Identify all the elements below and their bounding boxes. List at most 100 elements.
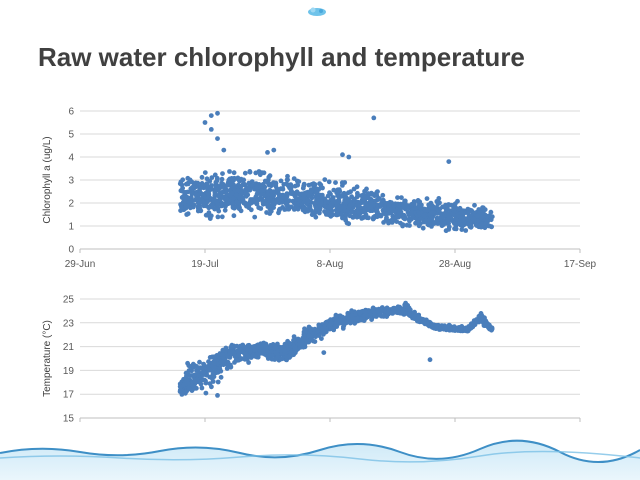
data-point <box>355 199 360 205</box>
data-point <box>396 209 402 214</box>
data-point <box>304 338 310 343</box>
data-point <box>484 321 489 326</box>
data-point <box>218 374 224 380</box>
data-point <box>234 192 239 198</box>
data-point <box>199 174 205 180</box>
data-point <box>201 193 207 199</box>
data-point <box>286 198 292 204</box>
data-point <box>446 159 452 165</box>
data-point <box>412 315 418 321</box>
data-point <box>295 206 301 212</box>
data-point <box>403 201 408 207</box>
data-point <box>229 344 235 350</box>
data-point <box>333 180 338 186</box>
scatter-points <box>177 300 495 398</box>
data-point <box>230 205 236 211</box>
data-point <box>371 115 377 121</box>
x-tick-label: 28-Aug <box>439 259 471 270</box>
data-point <box>266 174 272 180</box>
data-point <box>252 214 258 220</box>
data-point <box>243 190 249 196</box>
data-point <box>183 205 189 211</box>
data-point <box>257 172 263 178</box>
data-point <box>489 224 494 230</box>
data-point <box>291 176 297 182</box>
data-point <box>183 370 189 376</box>
data-point <box>458 325 464 331</box>
data-point <box>185 381 191 386</box>
data-point <box>185 360 191 366</box>
data-point <box>376 196 382 202</box>
data-point <box>348 320 353 326</box>
data-point <box>219 201 225 206</box>
data-point <box>340 326 346 331</box>
data-point <box>278 178 284 184</box>
data-point <box>368 200 374 206</box>
data-point <box>322 177 328 183</box>
data-point <box>233 357 239 363</box>
data-point <box>186 386 192 391</box>
data-point <box>192 386 198 391</box>
data-point <box>337 206 343 212</box>
data-point <box>291 334 297 339</box>
data-point <box>231 170 237 176</box>
data-point <box>189 368 195 374</box>
data-point <box>455 198 460 204</box>
data-point <box>368 205 374 211</box>
data-point <box>192 379 198 384</box>
x-tick-label: 17-Sep <box>564 259 597 270</box>
data-point <box>436 196 442 201</box>
data-point <box>300 206 306 212</box>
data-point <box>419 202 424 208</box>
data-point <box>230 201 235 207</box>
data-point <box>223 197 229 203</box>
data-point <box>192 372 198 378</box>
y-tick-label: 5 <box>68 130 74 141</box>
y-tick-label: 19 <box>63 366 75 377</box>
data-point <box>349 209 355 215</box>
data-point <box>267 353 273 358</box>
data-point <box>234 199 240 205</box>
data-point <box>366 215 371 221</box>
data-point <box>222 207 228 213</box>
data-point <box>443 210 449 215</box>
data-point <box>374 193 380 198</box>
data-point <box>189 185 195 190</box>
data-point <box>351 186 357 192</box>
y-tick-label: 0 <box>68 245 74 256</box>
data-point <box>309 208 314 214</box>
data-point <box>211 360 217 366</box>
data-point <box>259 188 264 194</box>
data-point <box>488 209 494 215</box>
data-point <box>295 182 300 188</box>
data-point <box>250 197 256 203</box>
data-point <box>185 175 191 181</box>
data-point <box>479 313 485 318</box>
data-point <box>288 350 294 355</box>
data-point <box>285 173 290 179</box>
data-point <box>240 177 246 183</box>
data-point <box>288 184 294 190</box>
data-point <box>450 327 456 333</box>
data-point <box>438 211 443 216</box>
data-point <box>203 390 209 396</box>
data-point <box>265 150 270 155</box>
data-point <box>215 379 221 385</box>
y-tick-label: 17 <box>63 390 75 401</box>
data-point <box>316 196 321 202</box>
data-point <box>347 213 353 219</box>
data-point <box>334 190 340 196</box>
data-point <box>223 203 228 209</box>
data-point <box>240 181 246 187</box>
data-point <box>204 181 210 187</box>
data-point <box>248 207 254 213</box>
data-point <box>358 210 364 215</box>
data-point <box>283 201 289 206</box>
data-point <box>201 200 207 206</box>
data-point <box>259 192 264 197</box>
data-point <box>382 313 387 319</box>
x-tick-label: 8-Aug <box>317 259 344 270</box>
data-point <box>443 324 448 330</box>
data-point <box>240 349 246 355</box>
